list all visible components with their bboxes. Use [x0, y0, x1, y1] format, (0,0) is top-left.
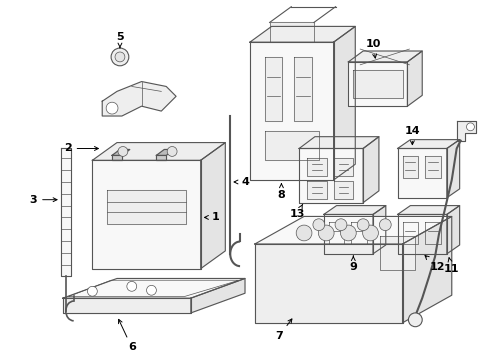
Circle shape [106, 102, 118, 114]
Text: 7: 7 [275, 319, 291, 341]
Text: 9: 9 [348, 256, 357, 272]
Text: 1: 1 [204, 212, 219, 222]
Polygon shape [380, 236, 414, 270]
Polygon shape [372, 206, 385, 254]
Polygon shape [352, 70, 402, 98]
Text: 3: 3 [29, 195, 57, 205]
Polygon shape [294, 57, 311, 121]
Polygon shape [333, 181, 352, 199]
Polygon shape [112, 149, 129, 156]
Polygon shape [264, 131, 318, 160]
Polygon shape [446, 140, 459, 198]
Polygon shape [92, 143, 225, 160]
Polygon shape [397, 206, 459, 215]
Text: 11: 11 [443, 258, 459, 274]
Polygon shape [190, 278, 244, 313]
Polygon shape [323, 206, 385, 215]
Circle shape [362, 225, 378, 241]
Polygon shape [402, 156, 417, 178]
Text: 14: 14 [404, 126, 419, 145]
Polygon shape [299, 148, 363, 203]
Polygon shape [347, 62, 407, 106]
Polygon shape [156, 149, 174, 156]
Polygon shape [323, 215, 372, 254]
Circle shape [312, 219, 324, 231]
Polygon shape [102, 82, 176, 116]
Polygon shape [456, 121, 475, 141]
Polygon shape [200, 143, 225, 269]
Polygon shape [333, 158, 352, 176]
Circle shape [318, 225, 333, 241]
Circle shape [115, 52, 124, 62]
Polygon shape [156, 156, 166, 160]
Polygon shape [264, 57, 282, 121]
Polygon shape [92, 160, 200, 269]
Text: 8: 8 [277, 184, 285, 200]
Polygon shape [350, 222, 366, 244]
Polygon shape [249, 26, 355, 42]
Circle shape [466, 123, 473, 131]
Polygon shape [107, 190, 185, 224]
Circle shape [357, 219, 368, 231]
Text: 2: 2 [64, 144, 98, 153]
Circle shape [118, 147, 127, 156]
Text: 10: 10 [365, 39, 380, 58]
Polygon shape [424, 222, 440, 244]
Text: 4: 4 [234, 177, 248, 187]
Polygon shape [363, 137, 378, 203]
Polygon shape [306, 158, 326, 176]
Text: 5: 5 [116, 32, 123, 48]
Polygon shape [446, 206, 459, 254]
Text: 12: 12 [424, 256, 444, 272]
Polygon shape [112, 156, 122, 160]
Polygon shape [61, 148, 71, 276]
Polygon shape [328, 222, 344, 244]
Circle shape [296, 225, 311, 241]
Text: 13: 13 [289, 204, 304, 220]
Circle shape [407, 313, 421, 327]
Circle shape [126, 282, 137, 291]
Polygon shape [254, 216, 451, 244]
Circle shape [87, 286, 97, 296]
Polygon shape [397, 215, 446, 254]
Circle shape [111, 48, 128, 66]
Polygon shape [254, 244, 402, 323]
Polygon shape [402, 222, 417, 244]
Polygon shape [63, 278, 244, 298]
Circle shape [379, 219, 390, 231]
Polygon shape [63, 298, 190, 313]
Text: 6: 6 [118, 319, 136, 352]
Polygon shape [397, 148, 446, 198]
Circle shape [340, 225, 356, 241]
Circle shape [146, 285, 156, 295]
Polygon shape [407, 51, 421, 106]
Circle shape [167, 147, 177, 156]
Polygon shape [424, 156, 440, 178]
Polygon shape [397, 140, 459, 148]
Polygon shape [269, 22, 313, 42]
Polygon shape [402, 216, 451, 323]
Circle shape [334, 219, 346, 231]
Polygon shape [347, 51, 421, 62]
Polygon shape [249, 42, 333, 180]
Polygon shape [299, 137, 378, 148]
Polygon shape [306, 181, 326, 199]
Polygon shape [333, 26, 355, 180]
